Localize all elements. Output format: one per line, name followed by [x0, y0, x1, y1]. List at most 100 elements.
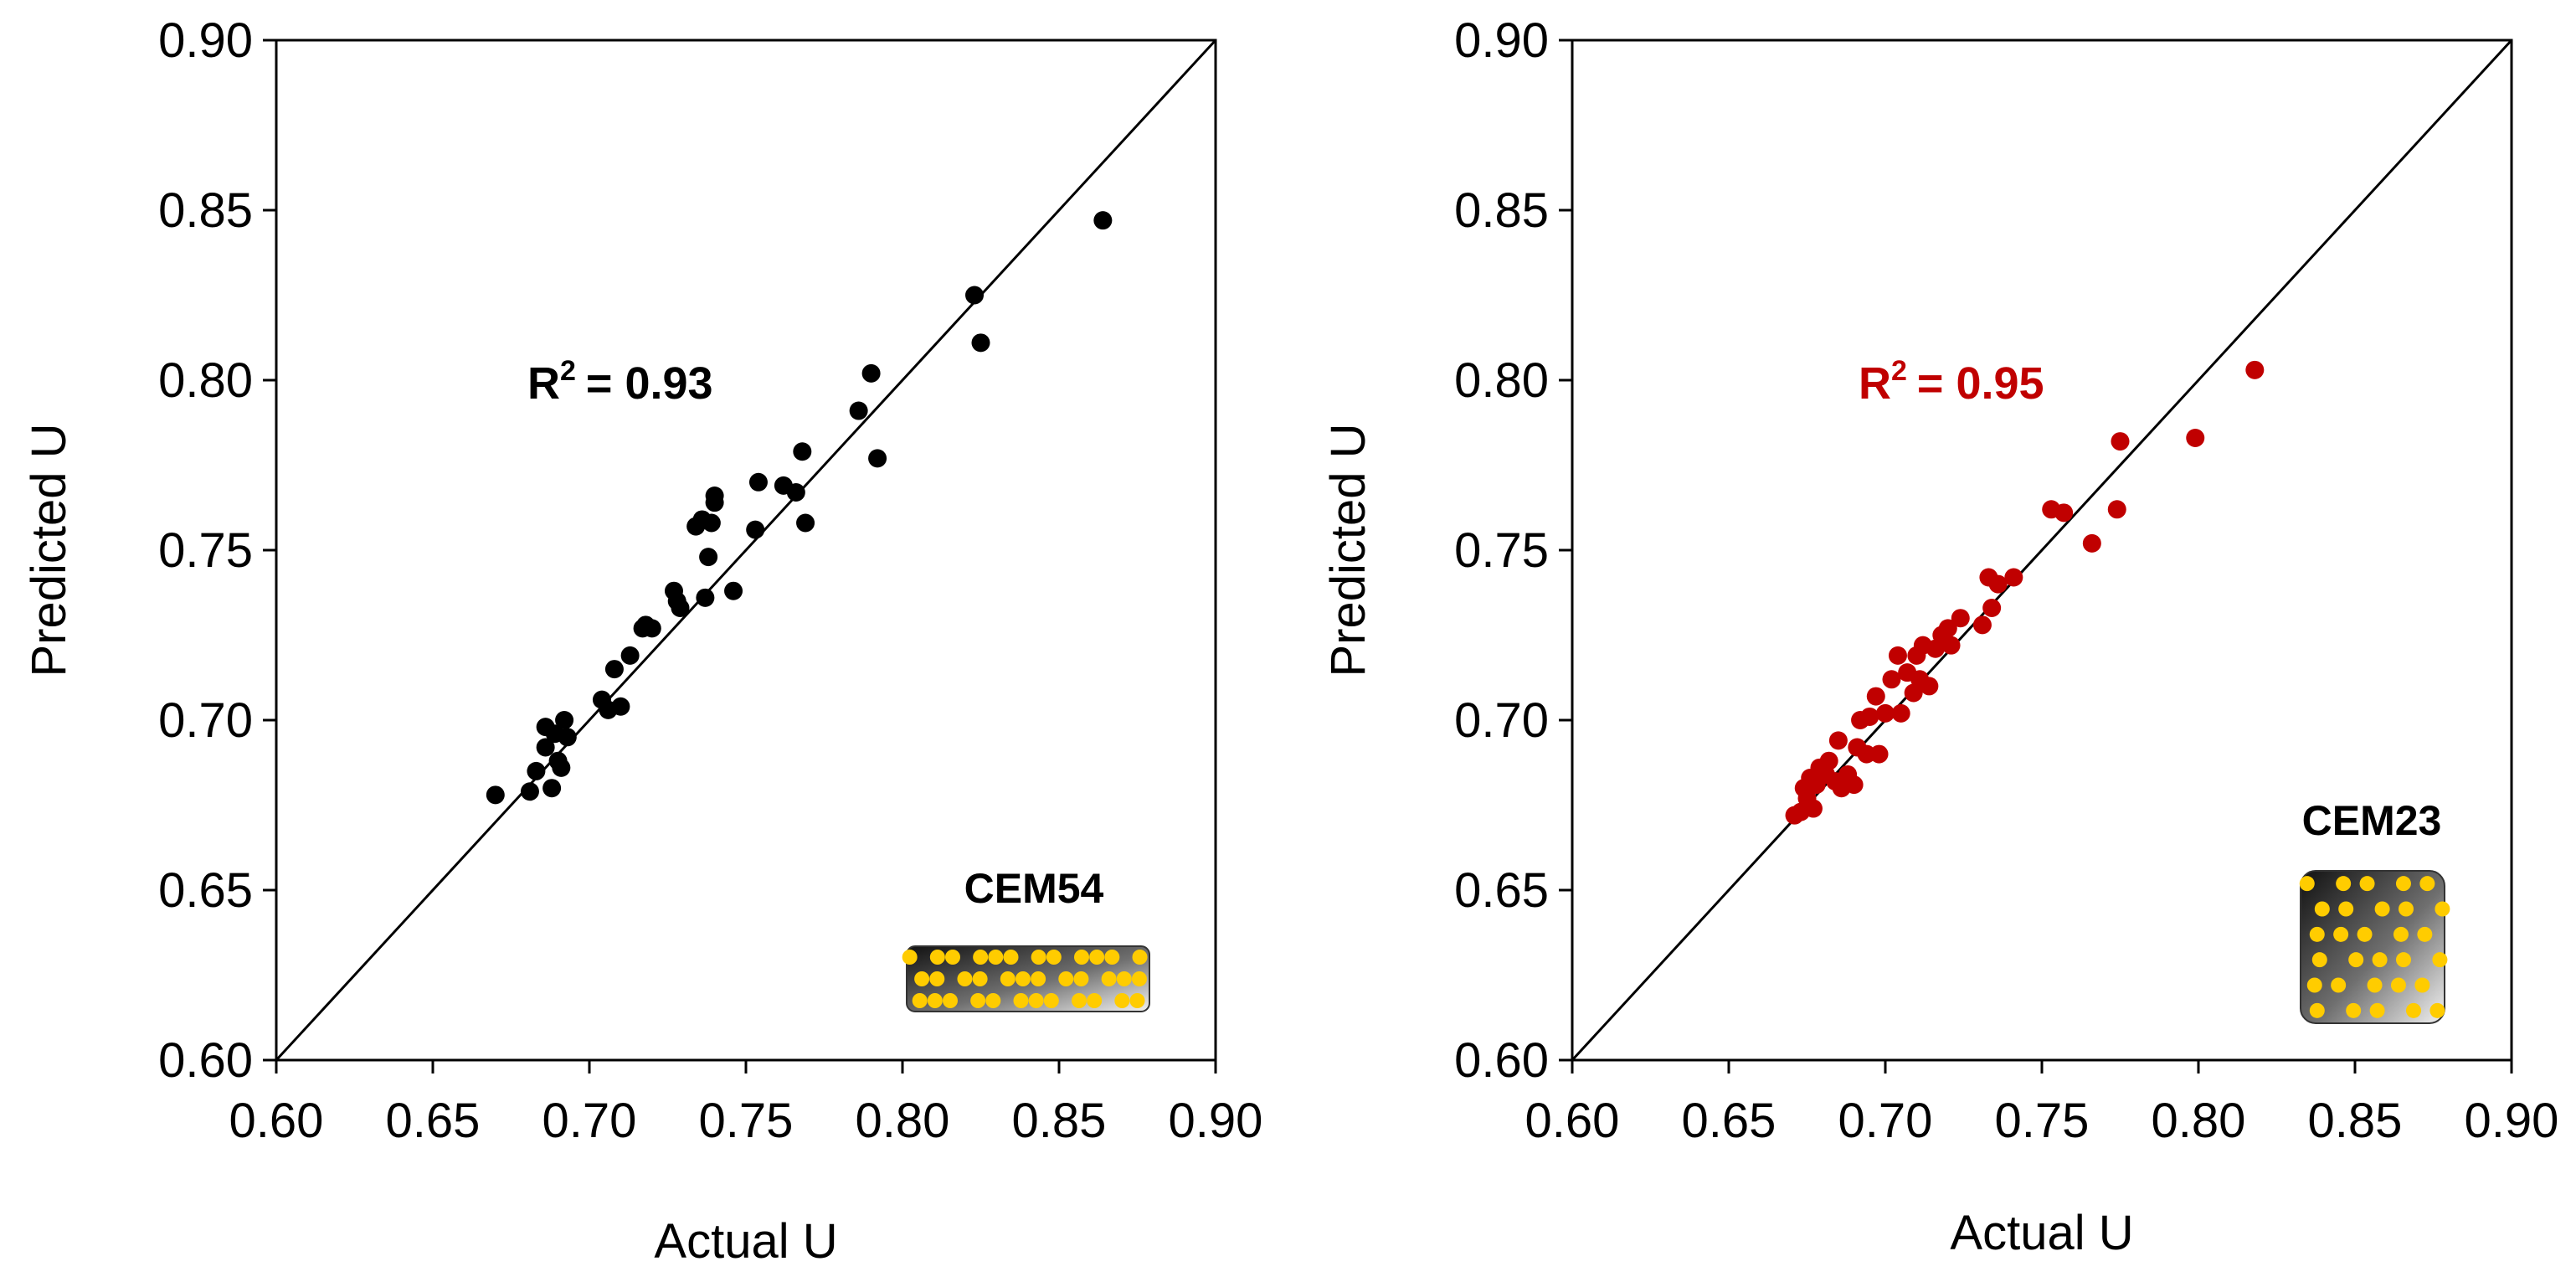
inset-particle	[2429, 1002, 2445, 1018]
inset-particle	[2331, 977, 2347, 993]
inset-particle	[1129, 993, 1145, 1008]
data-point	[793, 442, 812, 461]
inset-label: CEM54	[964, 865, 1104, 912]
r2-value: = 0.93	[586, 358, 713, 409]
data-point	[2054, 503, 2074, 523]
inset-particle	[2311, 952, 2327, 968]
data-point	[536, 738, 555, 757]
data-point	[1819, 751, 1838, 770]
inset-particle	[1116, 971, 1132, 986]
data-point	[1860, 707, 1879, 726]
y-tick-label: 0.90	[158, 13, 253, 68]
inset-particle	[1087, 993, 1103, 1008]
data-point	[746, 520, 765, 539]
x-tick-label: 0.75	[699, 1094, 794, 1148]
inset-particle	[2348, 952, 2364, 968]
inset-particle	[1132, 950, 1148, 965]
inset-particle	[2309, 926, 2325, 942]
r-squared-annotation: R2 = 0.95	[1859, 355, 2044, 409]
inset-particle	[2367, 977, 2383, 993]
data-point	[1866, 687, 1885, 706]
data-points	[1785, 360, 2265, 825]
y-tick-label: 0.85	[1454, 183, 1549, 238]
data-point	[748, 472, 768, 492]
data-point	[2107, 500, 2126, 519]
inset-particle	[1028, 993, 1044, 1008]
x-tick-label: 0.70	[1838, 1094, 1933, 1148]
x-tick-label: 0.75	[1995, 1094, 2090, 1148]
data-point	[1920, 677, 1939, 696]
x-tick-label: 0.85	[2308, 1094, 2403, 1148]
y-tick-label: 0.80	[1454, 353, 1549, 408]
inset-particle	[985, 993, 1001, 1008]
inset-particle	[2414, 977, 2430, 993]
inset-particle	[1013, 993, 1029, 1008]
data-point	[705, 487, 724, 506]
inset-particle	[2417, 926, 2433, 942]
x-tick-label: 0.65	[386, 1094, 481, 1148]
data-point	[671, 599, 690, 618]
scatter-panel-right: 0.60 0.65 0.70 0.75 0.80 0.85 0.90 0.60 0.65 0.7…	[1321, 13, 2558, 1260]
inset-particle	[1101, 971, 1117, 986]
inset-particle	[914, 971, 930, 986]
x-axis-label: Actual U	[1950, 1206, 2133, 1260]
data-point	[1876, 703, 1895, 723]
data-point	[1869, 744, 1889, 764]
inset-particle	[2306, 977, 2322, 993]
r2-letter: R	[1859, 358, 1891, 409]
data-point	[1828, 731, 1848, 750]
data-point	[542, 779, 562, 798]
data-point	[1803, 799, 1823, 818]
r-squared-annotation: R2 = 0.93	[527, 355, 713, 409]
inset-particle	[2336, 876, 2352, 892]
data-point	[724, 581, 743, 600]
inset-particle	[988, 950, 1004, 965]
x-tick-label: 0.85	[1012, 1094, 1107, 1148]
r2-superscript: 2	[1891, 355, 1907, 387]
inset-particle	[2299, 876, 2315, 892]
inset-particle	[2406, 1002, 2421, 1018]
y-tick-label: 0.65	[1454, 863, 1549, 918]
inset-particle	[973, 950, 989, 965]
data-point	[642, 619, 661, 638]
data-point	[2082, 533, 2101, 553]
x-tick-label: 0.80	[856, 1094, 950, 1148]
inset-particle	[1074, 950, 1089, 965]
cement-particle-inset	[2299, 870, 2450, 1024]
data-point	[868, 449, 887, 468]
identity-line	[1571, 39, 2513, 1062]
inset-particle	[929, 950, 945, 965]
inset-particle	[2314, 901, 2330, 917]
data-point	[1941, 636, 1961, 655]
inset-label: CEM23	[2302, 797, 2442, 844]
data-point	[1844, 775, 1864, 795]
data-point	[1882, 670, 1901, 689]
inset-particle	[2357, 926, 2373, 942]
inset-particle	[1031, 950, 1046, 965]
y-tick-label: 0.75	[1454, 523, 1549, 578]
y-axis-ticks: 0.60 0.65 0.70 0.75 0.80 0.85 0.90	[158, 13, 276, 1088]
y-tick-label: 0.70	[1454, 693, 1549, 748]
r2-letter: R	[527, 358, 560, 409]
inset-particle	[1000, 971, 1015, 986]
inset-particle	[929, 971, 945, 986]
data-point	[1093, 211, 1113, 230]
inset-particle	[1131, 971, 1147, 986]
y-tick-label: 0.80	[158, 353, 253, 408]
r2-value: = 0.95	[1917, 358, 2044, 409]
x-tick-label: 0.65	[1682, 1094, 1776, 1148]
inset-particle	[1104, 950, 1120, 965]
inset-particle	[2338, 901, 2354, 917]
y-axis-label: Predicted U	[22, 423, 76, 677]
x-tick-label: 0.60	[229, 1094, 324, 1148]
data-point	[620, 646, 640, 665]
x-axis-ticks: 0.60 0.65 0.70 0.75 0.80 0.85 0.90	[229, 1060, 1262, 1148]
inset-particle	[1114, 993, 1130, 1008]
data-point	[2004, 568, 2023, 587]
inset-particle	[2390, 977, 2406, 993]
identity-line	[275, 39, 1217, 1062]
data-point	[486, 785, 505, 805]
y-axis-label: Predicted U	[1321, 423, 1375, 677]
data-point	[1988, 574, 2008, 594]
